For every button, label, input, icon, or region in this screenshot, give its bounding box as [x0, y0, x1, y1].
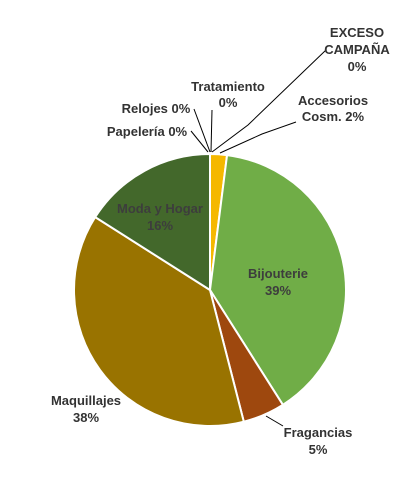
- label-bijouterie: Bijouterie 39%: [248, 266, 308, 298]
- label-relojes-line: Relojes 0%: [122, 101, 191, 116]
- label-tratamiento-line: 0%: [219, 95, 238, 110]
- label-maquillajes-line: Maquillajes: [51, 393, 121, 408]
- leader-papeleria: [190, 130, 209, 153]
- leader-lines: [190, 49, 327, 427]
- label-exceso-line: CAMPAÑA: [324, 42, 390, 57]
- label-accesorios-line: Accesorios: [298, 93, 368, 108]
- label-moda-line: Moda y Hogar: [117, 201, 203, 216]
- leader-accesorios: [219, 121, 297, 154]
- label-accesorios: Accesorios Cosm. 2%: [298, 93, 368, 124]
- slice-moda: [93, 152, 211, 292]
- label-maquillajes-line: 38%: [73, 410, 99, 425]
- slice-maquillajes: [73, 215, 246, 427]
- label-tratamiento: Tratamiento 0%: [191, 79, 265, 110]
- label-fragancias-line: Fragancias: [284, 425, 353, 440]
- label-tratamiento-line: Tratamiento: [191, 79, 265, 94]
- label-moda: Moda y Hogar 16%: [117, 201, 203, 233]
- label-fragancias: Fragancias 5%: [284, 425, 353, 457]
- label-exceso: EXCESO CAMPAÑA 0%: [324, 25, 390, 74]
- label-moda-line: 16%: [147, 218, 173, 233]
- leader-fragancias: [265, 415, 284, 427]
- label-fragancias-line: 5%: [309, 442, 328, 457]
- label-exceso-line: 0%: [348, 59, 367, 74]
- pie-slices: [73, 152, 347, 427]
- leader-exceso: [211, 49, 327, 153]
- label-maquillajes: Maquillajes 38%: [51, 393, 121, 425]
- leader-tratamiento: [210, 109, 213, 153]
- label-accesorios-line: Cosm. 2%: [302, 109, 365, 124]
- label-exceso-line: EXCESO: [330, 25, 384, 40]
- data-labels: EXCESO CAMPAÑA 0% Accesorios Cosm. 2% Bijoute…: [51, 25, 390, 457]
- label-papeleria: Papelería 0%: [107, 124, 188, 139]
- label-bijouterie-line: 39%: [265, 283, 291, 298]
- label-bijouterie-line: Bijouterie: [248, 266, 308, 281]
- leader-relojes: [193, 108, 211, 153]
- label-papeleria-line: Papelería 0%: [107, 124, 188, 139]
- label-relojes: Relojes 0%: [122, 101, 191, 116]
